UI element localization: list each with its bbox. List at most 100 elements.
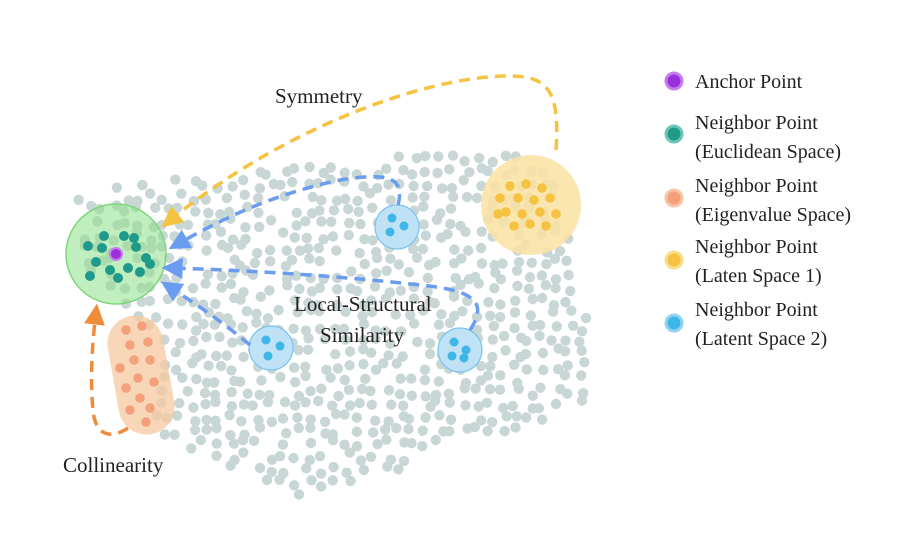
latent1-neighbor-point: [525, 219, 535, 229]
background-point: [448, 191, 459, 202]
background-point: [150, 312, 162, 323]
background-point: [254, 462, 266, 474]
legend-label-latent1-2: (Laten Space 1): [695, 265, 822, 287]
background-point: [187, 283, 199, 294]
latent2-neighbor-point: [447, 351, 457, 361]
background-point: [509, 359, 520, 370]
background-point: [189, 424, 201, 436]
background-point: [406, 438, 417, 449]
background-point: [461, 191, 473, 203]
background-point: [305, 437, 317, 449]
background-point: [195, 434, 206, 446]
background-point: [338, 323, 350, 334]
background-point: [444, 164, 455, 175]
background-point: [559, 370, 571, 381]
background-point: [339, 374, 350, 386]
euclidean-neighbor-point: [131, 242, 141, 252]
background-point: [253, 207, 264, 218]
background-point: [202, 269, 214, 280]
background-point: [507, 400, 518, 412]
background-point: [171, 272, 182, 284]
background-point: [537, 347, 549, 359]
background-point: [489, 283, 500, 294]
background-point: [265, 256, 276, 267]
background-point: [567, 320, 579, 331]
background-point: [500, 150, 512, 161]
background-point: [383, 179, 394, 190]
background-point: [417, 441, 428, 452]
legend-label-latent1-1: Neighbor Point: [695, 236, 818, 258]
background-point: [255, 291, 266, 302]
background-point: [344, 217, 355, 229]
latent1-neighbor-point: [537, 183, 547, 193]
background-point: [360, 373, 371, 384]
background-point: [566, 305, 577, 316]
background-point: [576, 326, 588, 337]
background-point: [293, 344, 304, 356]
background-point: [420, 391, 431, 402]
background-point: [510, 422, 521, 433]
background-point: [391, 422, 402, 434]
background-point: [300, 370, 311, 382]
euclidean-neighbor-point: [83, 241, 93, 251]
background-point: [500, 345, 511, 356]
background-point: [254, 221, 265, 233]
latent2-neighbor-point: [461, 345, 471, 355]
background-point: [200, 399, 211, 410]
legend-label-anchor: Anchor Point: [695, 71, 803, 93]
latent2-neighbor-point: [385, 227, 395, 237]
background-point: [550, 282, 561, 294]
background-point: [340, 334, 351, 345]
local-structural-arrow-left: [160, 281, 252, 347]
background-point: [552, 364, 564, 375]
background-point: [304, 454, 315, 466]
background-point: [546, 335, 557, 346]
background-point: [327, 475, 338, 486]
background-point: [275, 371, 286, 383]
background-point: [488, 320, 499, 332]
background-point: [418, 305, 429, 316]
background-point: [422, 272, 433, 284]
background-point: [339, 167, 350, 178]
euclidean-neighbor-point: [105, 265, 115, 275]
background-point: [224, 409, 235, 421]
background-point: [459, 156, 470, 167]
background-point: [111, 182, 123, 193]
background-point: [411, 252, 423, 263]
background-point: [251, 308, 262, 319]
background-point: [292, 307, 303, 318]
background-point: [343, 203, 354, 215]
latent1-neighbor-point: [541, 221, 551, 231]
legend-label-euclidean-2: (Euclidean Space): [695, 141, 841, 163]
background-point: [300, 397, 311, 408]
background-point: [266, 466, 277, 478]
background-point: [314, 255, 325, 267]
background-point: [495, 370, 506, 381]
background-point: [383, 416, 394, 427]
background-point: [277, 227, 289, 238]
background-point: [403, 267, 415, 278]
background-point: [498, 402, 509, 414]
background-point: [238, 351, 249, 363]
euclidean-neighbor-point: [135, 267, 145, 277]
background-point: [332, 284, 343, 295]
background-point: [471, 311, 483, 323]
latent1-neighbor-point: [545, 193, 555, 203]
background-point: [265, 215, 277, 226]
eigenvalue-neighbor-point: [115, 363, 125, 373]
background-point: [460, 226, 471, 237]
background-point: [576, 370, 587, 381]
background-point: [536, 414, 548, 425]
background-point: [300, 216, 311, 227]
latent1-neighbor-points: [493, 179, 561, 231]
background-point: [191, 311, 202, 323]
background-point: [186, 443, 197, 454]
background-point: [355, 455, 367, 466]
background-point: [314, 323, 326, 335]
background-point: [475, 415, 487, 426]
background-point: [305, 414, 316, 425]
background-point: [209, 319, 220, 330]
background-point: [482, 370, 494, 381]
background-point: [431, 214, 443, 225]
background-point: [339, 409, 350, 420]
